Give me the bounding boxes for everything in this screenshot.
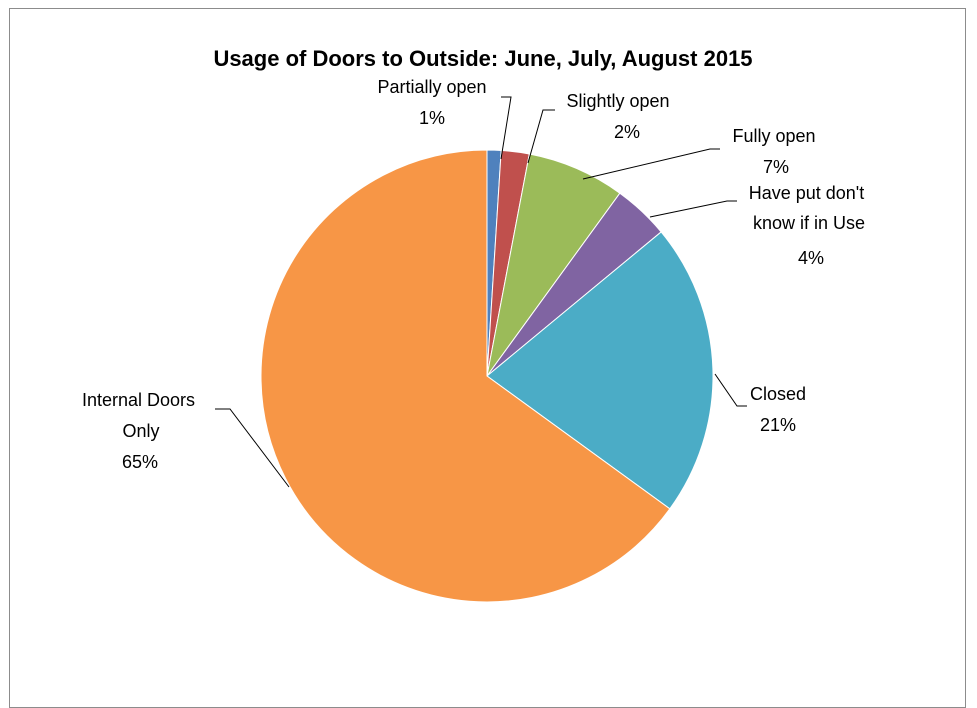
chart-title: Usage of Doors to Outside: June, July, A… [213, 46, 752, 71]
pie-chart: Usage of Doors to Outside: June, July, A… [82, 46, 870, 603]
slice-label-closed: Closed [750, 384, 806, 404]
slice-label-partially-open: Partially open [377, 77, 486, 97]
pie-slice-internal-doors-only [260, 149, 671, 603]
leader-line-closed [714, 373, 747, 407]
slice-value-partially-open: 1% [419, 108, 445, 128]
slice-label-dont-know: Have put don't know if in Use [749, 183, 870, 233]
slice-value-internal-doors: 65% [122, 452, 158, 472]
chart-frame: Usage of Doors to Outside: June, July, A… [9, 8, 966, 708]
slice-label-slightly-open: Slightly open [566, 91, 669, 111]
slice-value-dont-know: 4% [798, 248, 824, 268]
leader-line-internal-doors [215, 408, 290, 488]
slice-value-closed: 21% [760, 415, 796, 435]
slice-value-slightly-open: 2% [614, 122, 640, 142]
leader-line-partially-open [500, 96, 512, 160]
slice-label-internal-doors: Internal Doors Only [82, 390, 200, 441]
slices-layer [260, 149, 714, 603]
leader-lines-layer [215, 96, 747, 488]
pie-slice-closed [486, 231, 714, 510]
leader-line-slightly-open [527, 109, 555, 164]
slice-label-fully-open: Fully open [732, 126, 815, 146]
leader-line-dont-know [649, 200, 737, 218]
slice-value-fully-open: 7% [763, 157, 789, 177]
leader-line-fully-open [582, 148, 720, 180]
